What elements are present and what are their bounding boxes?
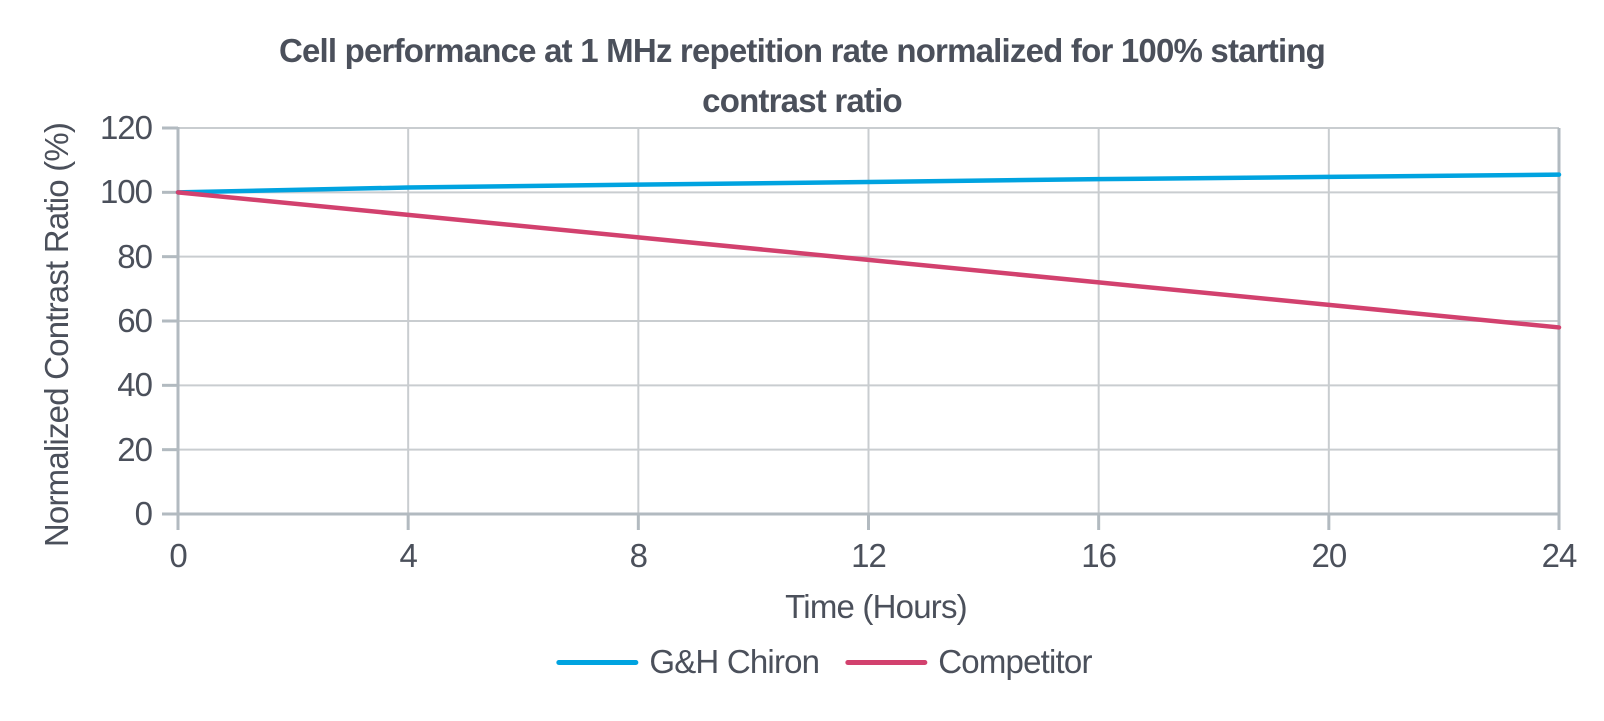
- x-tick-label: 0: [169, 537, 187, 574]
- y-tick-label: 60: [117, 302, 153, 339]
- y-tick-label: 0: [134, 495, 153, 532]
- legend-line-swatch-pink: [845, 659, 928, 665]
- x-tick-label: 20: [1311, 537, 1347, 574]
- x-tick-label: 12: [851, 537, 887, 574]
- legend-line-swatch-blue: [556, 659, 639, 665]
- y-tick-label: 40: [117, 366, 153, 404]
- x-tick-label: 4: [399, 537, 417, 574]
- y-tick-label: 80: [117, 237, 153, 275]
- y-tick-label: 20: [117, 430, 153, 468]
- legend-item-gh-chiron: G&H Chiron: [556, 643, 820, 680]
- chart-title: Cell performance at 1 MHz repetition rat…: [0, 26, 1604, 126]
- legend-label-competitor: Competitor: [938, 643, 1092, 680]
- legend-item-competitor: Competitor: [845, 643, 1092, 680]
- x-tick-label: 24: [1541, 537, 1578, 574]
- chart-title-line-1: Cell performance at 1 MHz repetition rat…: [278, 32, 1326, 69]
- y-tick-label: 100: [99, 173, 153, 211]
- x-tick-label: 16: [1081, 537, 1117, 574]
- legend-label-gh-chiron: G&H Chiron: [649, 643, 820, 680]
- series-line-0: [175, 172, 1562, 195]
- y-tick-label: 120: [99, 109, 153, 146]
- x-axis-title: Time (Hours): [785, 588, 967, 625]
- legend: G&H Chiron Competitor: [556, 643, 1092, 680]
- chart-title-line-2: contrast ratio: [702, 82, 902, 119]
- series-line-1: [175, 190, 1562, 330]
- y-axis-title: Normalized Contrast Ratio (%): [38, 122, 75, 548]
- x-tick-label: 8: [629, 537, 648, 574]
